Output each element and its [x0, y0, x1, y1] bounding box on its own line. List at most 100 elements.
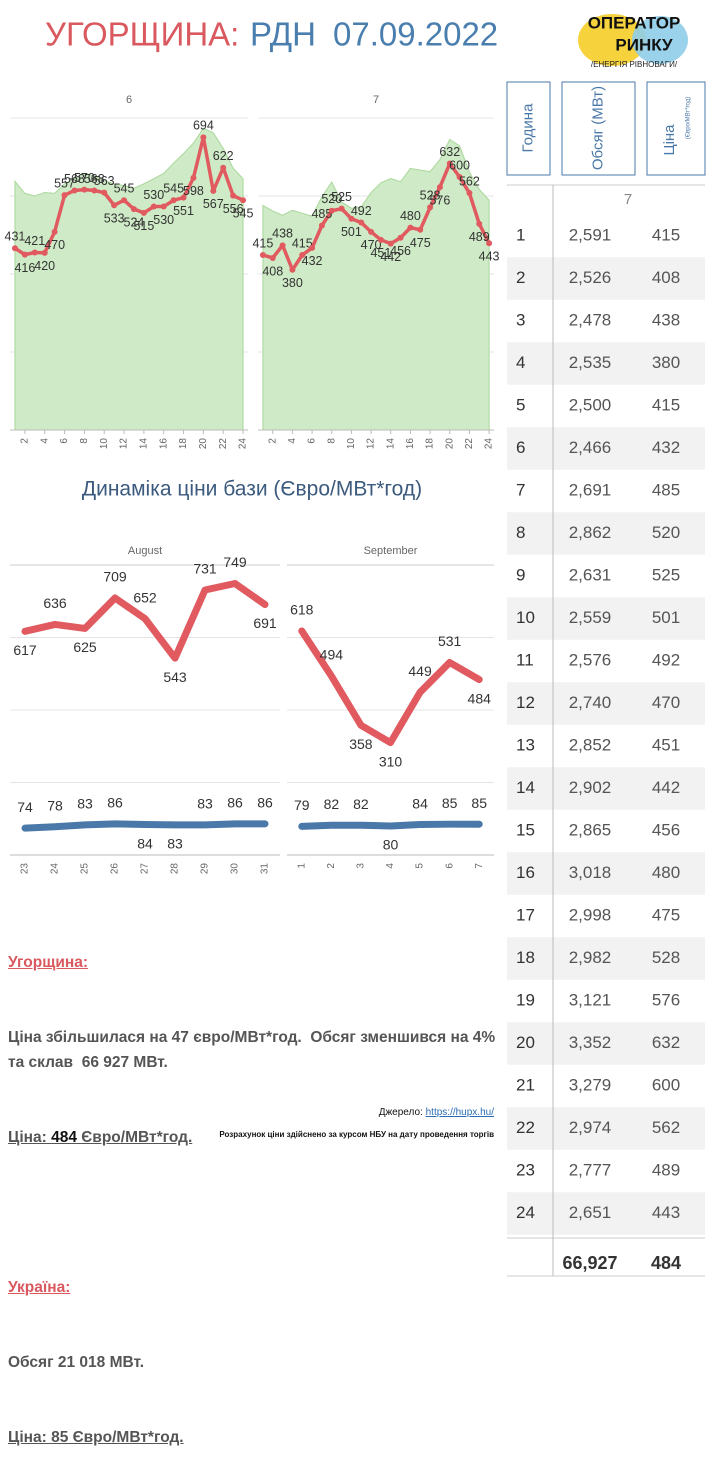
- data-label: 310: [379, 753, 403, 769]
- price-point: [486, 240, 493, 247]
- title-country: УГОРЩИНА:: [45, 16, 239, 53]
- panel-title: 6: [126, 94, 132, 106]
- x-tick-label: 20: [198, 438, 209, 450]
- data-label: 86: [107, 795, 123, 811]
- x-tick-label: 22: [218, 438, 229, 450]
- x-tick-label: 8: [79, 438, 90, 444]
- volume-area: [14, 127, 244, 431]
- hour-cell: 5: [516, 395, 525, 414]
- x-tick-label: 4: [39, 438, 50, 444]
- hour-cell: 21: [516, 1075, 535, 1094]
- price-cell: 432: [652, 438, 680, 457]
- column-header: Ціна: [661, 124, 678, 156]
- data-label: 530: [153, 213, 174, 227]
- price-point: [427, 204, 434, 211]
- data-label: 380: [282, 276, 303, 290]
- x-tick-label: 6: [444, 863, 455, 869]
- hour-cell: 7: [516, 480, 525, 499]
- hu-price-unit: Євро/МВт*год.: [76, 1129, 193, 1146]
- x-tick-label: 1: [296, 863, 307, 869]
- x-tick-label: 4: [287, 438, 298, 444]
- price-point: [210, 187, 217, 194]
- volume-cell: 2,631: [569, 565, 612, 584]
- data-label: 530: [143, 188, 164, 202]
- header-box: [561, 81, 636, 176]
- dashboard: УГОРЩИНА: РДН 07.09.2022 ОПЕРАТОР РИНКУ …: [5, 13, 706, 1277]
- price-point: [200, 134, 207, 141]
- column-header: Обсяг (МВт): [589, 86, 606, 170]
- x-tick-label: 5: [415, 863, 426, 869]
- volume-cell: 2,576: [569, 650, 612, 669]
- price-point: [269, 254, 276, 261]
- data-label: 568: [84, 172, 105, 186]
- data-label: 78: [47, 797, 63, 813]
- row-shade: [507, 767, 705, 810]
- price-cell: 470: [652, 693, 680, 712]
- volume-cell: 3,018: [569, 863, 612, 882]
- x-tick-label: 18: [425, 438, 436, 450]
- source: Джерело: https://hupx.hu/: [379, 1107, 494, 1118]
- data-label: 484: [468, 690, 492, 706]
- data-label: 420: [34, 259, 55, 273]
- data-label: 442: [380, 250, 401, 264]
- price-point: [11, 245, 18, 252]
- data-label: 449: [408, 663, 432, 679]
- data-label: 557: [54, 176, 75, 190]
- price-cell: 525: [652, 565, 680, 584]
- x-tick-label: 12: [366, 438, 377, 450]
- x-tick-label: 16: [158, 438, 169, 450]
- hour-cell: 8: [516, 523, 525, 542]
- data-label: 431: [5, 230, 26, 244]
- hour-cell: 18: [516, 948, 535, 967]
- price-point: [259, 252, 266, 259]
- hour-cell: 23: [516, 1160, 535, 1179]
- volume-cell: 3,352: [569, 1033, 612, 1052]
- x-tick-label: 3: [356, 863, 367, 869]
- note: Розрахунок ціни здійснено за курсом НБУ …: [219, 1130, 494, 1139]
- data-label: 709: [103, 569, 127, 585]
- price-cell: 492: [652, 650, 680, 669]
- source-link[interactable]: https://hupx.hu/: [426, 1107, 495, 1118]
- price-point: [240, 197, 247, 204]
- data-label: 568: [64, 172, 85, 186]
- volume-cell: 2,535: [569, 353, 612, 372]
- price-point: [358, 219, 365, 226]
- price-point: [299, 252, 306, 259]
- data-label: 86: [227, 795, 243, 811]
- price-cell: 576: [652, 990, 680, 1009]
- volume-cell: 2,559: [569, 608, 612, 627]
- price-line: [298, 820, 483, 830]
- x-tick-label: 24: [238, 438, 249, 450]
- data-label: 576: [429, 193, 450, 207]
- data-label: 598: [183, 184, 204, 198]
- x-tick-label: 26: [110, 863, 121, 875]
- data-label: 79: [294, 797, 310, 813]
- price-cell: 380: [652, 353, 680, 372]
- price-point: [387, 240, 394, 247]
- panel-title: August: [128, 545, 162, 557]
- panel-title: September: [364, 545, 418, 557]
- logo-text: РИНКУ: [615, 35, 673, 54]
- chart-title: Динаміка ціни бази (Євро/МВт*год): [82, 478, 422, 501]
- price-point: [91, 187, 98, 194]
- logo-tagline: /ЕНЕРГІЯ РІВНОВАГИ/: [591, 60, 678, 69]
- title-date: 07.09.2022: [333, 16, 498, 53]
- price-cell: 415: [652, 225, 680, 244]
- source-label: Джерело:: [379, 1107, 426, 1118]
- x-tick-label: 6: [307, 438, 318, 444]
- price-cell: 520: [652, 523, 680, 542]
- volume-cell: 2,651: [569, 1203, 612, 1222]
- data-label: 731: [193, 561, 217, 577]
- volume-area: [262, 138, 490, 431]
- x-tick-label: 30: [230, 863, 241, 875]
- data-label: 475: [410, 236, 431, 250]
- hour-cell: 2: [516, 268, 525, 287]
- data-label: 531: [438, 633, 462, 649]
- x-tick-label: 31: [260, 863, 271, 875]
- row-shade: [507, 597, 705, 640]
- price-point: [417, 226, 424, 233]
- data-label: 494: [320, 647, 344, 663]
- data-label: 545: [114, 182, 135, 196]
- row-shade: [507, 427, 705, 470]
- data-label: 480: [400, 209, 421, 223]
